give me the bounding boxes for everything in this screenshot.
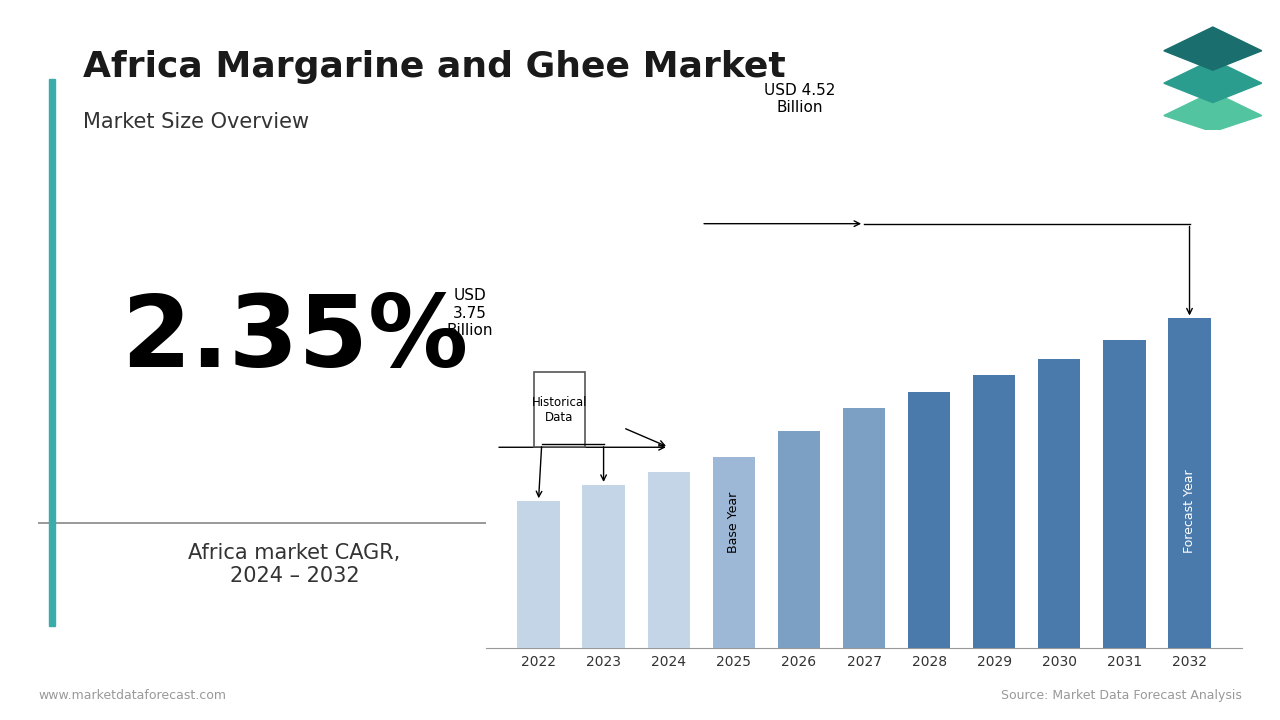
Bar bbox=[973, 375, 1015, 720]
Text: Africa Margarine and Ghee Market: Africa Margarine and Ghee Market bbox=[83, 50, 786, 84]
Bar bbox=[517, 501, 559, 720]
Text: Market Size Overview: Market Size Overview bbox=[83, 112, 310, 132]
Bar bbox=[842, 408, 886, 720]
Polygon shape bbox=[1164, 92, 1262, 132]
Text: www.marketdataforecast.com: www.marketdataforecast.com bbox=[38, 689, 227, 702]
Polygon shape bbox=[1164, 59, 1262, 102]
Bar bbox=[582, 485, 625, 720]
Text: Historical
Data: Historical Data bbox=[531, 396, 588, 424]
Text: Source: Market Data Forecast Analysis: Source: Market Data Forecast Analysis bbox=[1001, 689, 1242, 702]
FancyBboxPatch shape bbox=[534, 372, 585, 447]
Text: Forecast Year: Forecast Year bbox=[1183, 469, 1196, 554]
Bar bbox=[778, 431, 820, 720]
Text: 2.35%: 2.35% bbox=[120, 291, 468, 388]
Bar bbox=[713, 457, 755, 720]
Text: Base Year: Base Year bbox=[727, 492, 740, 554]
Bar bbox=[1103, 340, 1146, 720]
Bar bbox=[648, 472, 690, 720]
Bar bbox=[1038, 359, 1080, 720]
Bar bbox=[1169, 318, 1211, 720]
Text: USD 4.52
Billion: USD 4.52 Billion bbox=[764, 83, 836, 115]
Text: USD
3.75
Billion: USD 3.75 Billion bbox=[447, 288, 493, 338]
Text: Africa market CAGR,
2024 – 2032: Africa market CAGR, 2024 – 2032 bbox=[188, 543, 401, 586]
Bar bbox=[908, 392, 950, 720]
Polygon shape bbox=[1164, 27, 1262, 71]
